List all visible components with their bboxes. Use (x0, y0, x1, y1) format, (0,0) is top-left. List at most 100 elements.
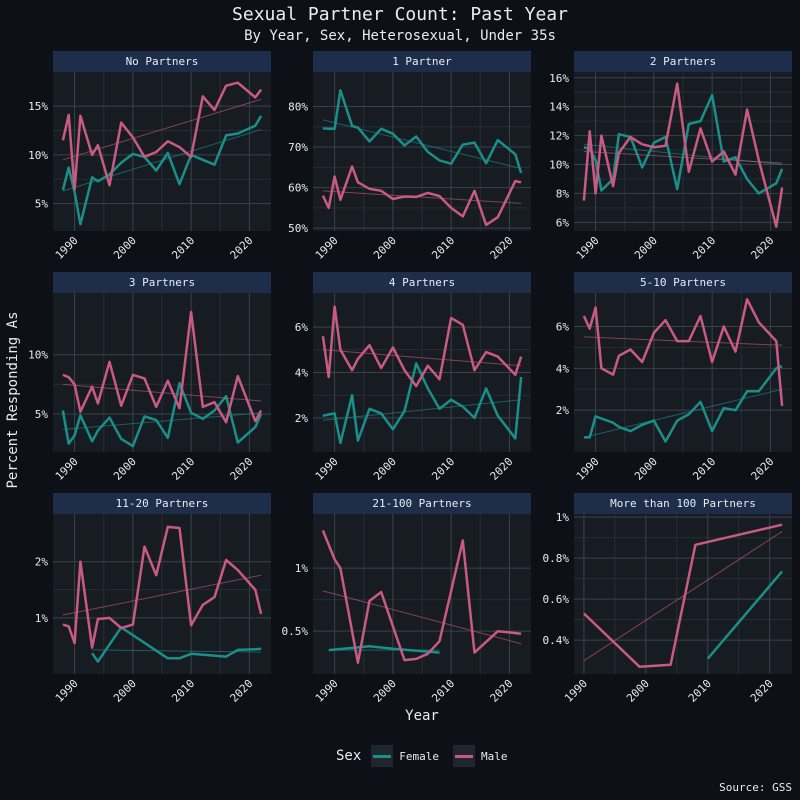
x-tick-label: 2020 (228, 455, 256, 483)
trend-line-male (322, 349, 522, 367)
x-tick-label: 1990 (562, 677, 590, 705)
panel-title: 11-20 Partners (116, 497, 209, 510)
x-tick-label: 2000 (624, 677, 652, 705)
series-line-female (61, 381, 263, 448)
panel-title: No Partners (126, 55, 199, 68)
series-line-male (321, 305, 523, 388)
y-tick-label: 16% (549, 72, 569, 85)
y-tick-label: 10% (28, 149, 48, 162)
panel-title: 2 Partners (650, 55, 716, 68)
y-tick-label: 1% (35, 612, 49, 625)
panel-21-100-partners: 21-100 Partners 1990 2000 2010 2020 0.5% 1% (282, 493, 531, 705)
panel-more-than-100-partners: More than 100 Partners 1990 2000 2010 2020 0.… (543, 493, 792, 705)
panel-title: 4 Partners (389, 276, 455, 289)
series-line-male (583, 523, 783, 669)
y-tick-label: 10% (28, 349, 48, 362)
series-line-male (62, 310, 263, 424)
series-line-male (582, 298, 784, 407)
y-tick-label: 4% (556, 362, 570, 375)
x-tick-label: 2000 (371, 234, 399, 262)
panel-title: 5-10 Partners (640, 276, 726, 289)
x-tick-label: 2000 (371, 677, 399, 705)
series-line-female (61, 115, 263, 226)
y-tick-label: 15% (28, 100, 48, 113)
x-tick-label: 1990 (53, 677, 81, 705)
x-tick-label: 2000 (111, 455, 139, 483)
panel-strip (313, 272, 531, 293)
y-tick-label: 1% (556, 511, 570, 524)
panel-strip (53, 493, 271, 514)
series-line-female (91, 626, 262, 663)
panel-1-partner: 1 Partner 1990 2000 2010 2020 50% 60% 70% 80% (288, 51, 531, 262)
y-tick-label: 5% (35, 198, 49, 211)
x-tick-label: 2010 (429, 677, 457, 705)
panel-title: More than 100 Partners (610, 497, 756, 510)
x-tick-label: 2020 (749, 234, 777, 262)
series-line-female (583, 93, 784, 195)
panel-4-partners: 4 Partners 1990 2000 2010 2020 2% 4% 6% (295, 272, 531, 483)
x-tick-label: 1990 (313, 455, 341, 483)
panel-strip (574, 493, 792, 514)
series-line-female (322, 362, 523, 445)
y-axis-title: Percent Responding As (5, 311, 21, 489)
y-tick-label: 8% (556, 187, 570, 200)
series-line-male (321, 165, 522, 227)
legend-label-female: Female (399, 749, 440, 763)
x-tick-label: 2010 (686, 677, 714, 705)
trend-line-male (583, 151, 783, 164)
x-tick-label: 2010 (169, 455, 197, 483)
panel-background (574, 514, 792, 674)
panel-strip (574, 51, 792, 72)
panel-strip (53, 272, 271, 293)
y-tick-label: 60% (288, 182, 308, 195)
series-line-male (61, 81, 263, 191)
x-tick-label: 2010 (690, 455, 718, 483)
chart-title: Sexual Partner Count: Past Year (232, 4, 568, 25)
x-tick-label: 2020 (749, 455, 777, 483)
x-tick-label: 1990 (574, 234, 602, 262)
trend-line-male (62, 574, 262, 616)
panel-strip (53, 51, 271, 72)
series-line-female (328, 645, 440, 654)
y-tick-label: 2% (556, 404, 570, 417)
panel-no-partners: No Partners 1990 2000 2010 2020 5% 10% 15% (28, 51, 271, 262)
x-tick-label: 1990 (313, 677, 341, 705)
panel-strip (313, 493, 531, 514)
x-tick-label: 1990 (574, 455, 602, 483)
trend-line-male (583, 531, 783, 662)
legend-title: Sex (336, 748, 362, 764)
x-tick-label: 2000 (371, 455, 399, 483)
y-tick-label: 10% (549, 159, 569, 172)
panel-title: 21-100 Partners (372, 497, 471, 510)
x-tick-label: 2000 (632, 455, 660, 483)
panel-strip (313, 51, 531, 72)
y-tick-label: 0.5% (282, 625, 309, 638)
x-tick-label: 2020 (488, 677, 516, 705)
y-tick-label: 0.6% (543, 593, 570, 606)
y-tick-label: 6% (556, 216, 570, 229)
trend-line-male (322, 190, 522, 204)
x-tick-label: 2000 (111, 677, 139, 705)
x-tick-label: 2000 (111, 234, 139, 262)
panel-strip (574, 272, 792, 293)
x-tick-label: 2020 (748, 677, 776, 705)
x-tick-label: 2010 (169, 234, 197, 262)
panel-11-20-partners: 11-20 Partners 1990 2000 2010 2020 1% 2% (35, 493, 271, 705)
x-tick-label: 2020 (488, 234, 516, 262)
y-tick-label: 6% (295, 321, 309, 334)
y-tick-label: 14% (549, 101, 569, 114)
x-tick-label: 1990 (53, 455, 81, 483)
panel-2-partners: 2 Partners 1990 2000 2010 2020 6% 8% 10% 12% 14% 1… (549, 51, 792, 262)
x-tick-label: 2010 (429, 455, 457, 483)
x-tick-label: 2000 (632, 234, 660, 262)
panel-title: 3 Partners (129, 276, 195, 289)
panel-title: 1 Partner (392, 55, 452, 68)
y-tick-label: 70% (288, 141, 308, 154)
chart-subtitle: By Year, Sex, Heterosexual, Under 35s (244, 28, 556, 44)
y-tick-label: 2% (35, 556, 49, 569)
y-tick-label: 0.8% (543, 552, 570, 565)
series-line-female (706, 570, 784, 660)
series-line-female (583, 365, 783, 443)
